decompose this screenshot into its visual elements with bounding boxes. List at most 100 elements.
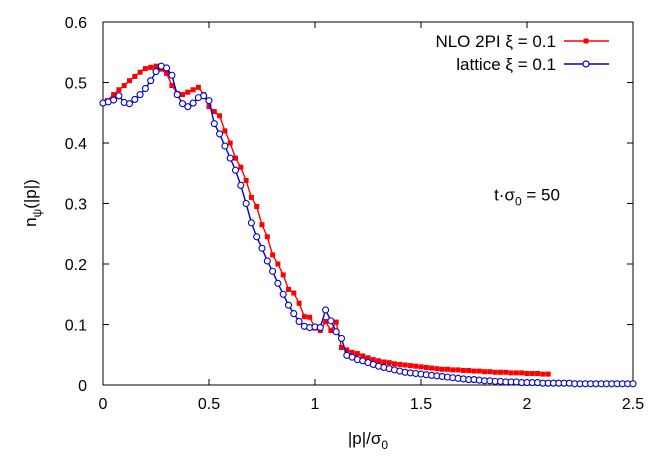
data-point-lattice	[115, 92, 123, 100]
data-point-nlo	[307, 314, 313, 320]
data-point-nlo	[275, 261, 281, 267]
data-point-nlo	[211, 109, 217, 115]
data-point-nlo	[270, 252, 276, 258]
data-point-lattice	[295, 317, 303, 326]
data-point-lattice	[131, 95, 139, 103]
data-point-lattice	[226, 154, 234, 162]
data-point-nlo	[471, 368, 477, 374]
data-point-lattice	[337, 334, 346, 342]
data-point-lattice	[136, 91, 144, 99]
x-tick-label: 1.5	[410, 396, 432, 413]
data-point-lattice	[178, 100, 187, 108]
data-point-nlo	[365, 355, 371, 361]
data-point-nlo	[180, 92, 185, 98]
data-point-nlo	[259, 222, 265, 228]
data-point-nlo	[153, 63, 159, 69]
data-point-nlo	[386, 360, 392, 366]
data-point-nlo	[429, 365, 435, 371]
data-point-nlo	[503, 369, 509, 375]
data-point-nlo	[519, 370, 525, 376]
data-point-nlo	[280, 272, 286, 278]
data-point-nlo	[185, 89, 191, 95]
data-point-nlo	[148, 64, 154, 70]
data-point-nlo	[264, 234, 270, 240]
data-point-nlo	[111, 92, 117, 98]
y-tick-label: 0.5	[65, 76, 87, 93]
data-point-nlo	[540, 371, 546, 377]
data-point-nlo	[397, 361, 403, 367]
data-point-nlo	[254, 204, 260, 210]
data-point-lattice	[110, 96, 118, 104]
data-point-nlo	[418, 364, 424, 370]
x-tick-label: 0	[99, 396, 108, 413]
data-point-lattice	[184, 103, 192, 111]
legend-label-lattice: lattice ξ = 0.1	[456, 55, 556, 74]
data-point-nlo	[492, 369, 498, 375]
series-lattice	[99, 62, 637, 388]
data-point-nlo	[434, 366, 440, 372]
x-tick-label: 1	[311, 396, 320, 413]
data-point-lattice	[125, 100, 134, 108]
legend-label-nlo: NLO 2PI ξ = 0.1	[435, 32, 556, 51]
data-point-nlo	[513, 370, 519, 376]
data-point-nlo	[227, 140, 233, 146]
data-point-nlo	[535, 371, 541, 377]
legend: NLO 2PI ξ = 0.1 lattice ξ = 0.1	[435, 32, 609, 74]
data-point-lattice	[152, 68, 160, 76]
data-point-nlo	[248, 194, 254, 200]
data-point-nlo	[190, 87, 196, 93]
data-point-lattice	[216, 130, 224, 138]
data-point-nlo	[323, 318, 329, 324]
data-point-nlo	[487, 369, 493, 375]
data-point-nlo	[142, 66, 148, 72]
data-point-lattice	[200, 92, 208, 100]
data-point-nlo	[127, 78, 132, 84]
data-point-lattice	[173, 91, 181, 99]
data-point-nlo	[423, 364, 429, 370]
data-point-lattice	[629, 380, 637, 388]
x-tick-label: 0.5	[198, 396, 220, 413]
data-point-lattice	[242, 199, 250, 208]
y-tick-label: 0.3	[65, 197, 87, 214]
data-point-nlo	[381, 359, 387, 365]
data-point-nlo	[460, 367, 466, 373]
data-point-nlo	[392, 361, 397, 367]
data-point-nlo	[482, 369, 488, 375]
data-point-lattice	[141, 85, 149, 93]
data-point-nlo	[243, 178, 249, 184]
data-point-nlo	[137, 69, 143, 75]
series-nlo	[104, 63, 551, 377]
data-point-lattice	[231, 166, 240, 174]
time-annotation: t·σ0 = 50	[494, 185, 560, 208]
data-point-nlo	[222, 128, 228, 134]
data-point-lattice	[279, 290, 287, 298]
data-point-nlo	[529, 371, 535, 377]
x-tick-label: 2.5	[622, 396, 644, 413]
data-point-nlo	[339, 344, 344, 350]
data-point-nlo	[238, 164, 244, 170]
data-point-nlo	[301, 314, 307, 320]
legend-marker-nlo	[583, 38, 589, 44]
data-point-nlo	[195, 84, 201, 90]
data-point-lattice	[247, 219, 255, 227]
data-point-lattice	[284, 301, 293, 309]
data-point-lattice	[221, 142, 229, 150]
data-point-lattice	[210, 120, 218, 128]
data-point-nlo	[407, 363, 413, 369]
data-point-lattice	[168, 71, 176, 79]
data-point-lattice	[258, 244, 266, 252]
y-tick-label: 0	[78, 378, 87, 395]
data-point-lattice	[237, 181, 245, 189]
data-point-nlo	[328, 328, 334, 334]
data-point-nlo	[450, 367, 456, 373]
data-point-nlo	[333, 319, 339, 325]
series-line-lattice	[102, 65, 633, 385]
data-point-nlo	[402, 362, 408, 368]
data-point-nlo	[344, 347, 350, 353]
legend-marker-lattice	[582, 60, 590, 68]
data-point-nlo	[455, 367, 461, 373]
data-point-lattice	[322, 306, 330, 314]
data-point-nlo	[439, 366, 445, 372]
data-point-lattice	[332, 328, 340, 336]
